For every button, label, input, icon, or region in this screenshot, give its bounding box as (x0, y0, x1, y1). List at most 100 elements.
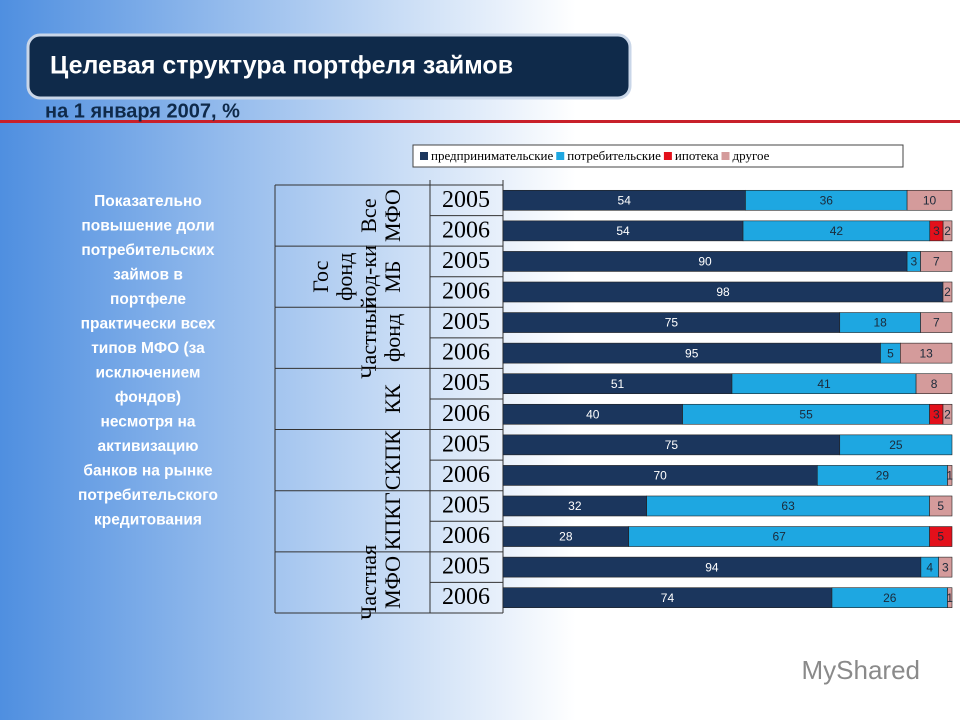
bar-segment (929, 495, 953, 517)
legend-swatch (556, 152, 565, 160)
year-label: 2005 (442, 554, 490, 580)
year-label: 2006 (442, 523, 490, 549)
data-label: 40 (586, 407, 600, 421)
bar-segment (942, 220, 953, 242)
data-label: 8 (931, 377, 938, 391)
legend-swatch (420, 152, 428, 160)
data-label: 94 (705, 560, 719, 574)
legend-swatch (721, 152, 730, 160)
legend-label: предпринимательские (431, 148, 553, 163)
bar-segment (906, 189, 953, 211)
bar-segment (938, 556, 953, 578)
data-label: 18 (873, 316, 887, 330)
data-label: 74 (661, 591, 675, 605)
year-label: 2005 (442, 309, 490, 335)
data-label: 3 (933, 224, 940, 238)
side-text-line: банков на рынке (83, 463, 213, 480)
data-label: 54 (618, 193, 632, 207)
data-label: 1 (946, 591, 953, 605)
data-label: 90 (698, 255, 712, 269)
legend-label: ипотека (675, 148, 719, 163)
year-label: 2006 (442, 584, 490, 610)
year-label: 2006 (442, 462, 490, 488)
data-label: 2 (944, 224, 951, 238)
data-label: 54 (616, 224, 630, 238)
data-label: 25 (889, 438, 903, 452)
side-text: Показательно повышение доли потребительски… (78, 193, 218, 529)
data-label: 98 (716, 285, 730, 299)
year-label: 2006 (442, 340, 490, 366)
data-label: 75 (665, 316, 679, 330)
data-label: 42 (830, 224, 844, 238)
chart: предпринимательские потребительские ипотек… (274, 144, 953, 620)
data-label: 3 (910, 255, 917, 269)
year-label: 2005 (442, 492, 490, 518)
side-text-line: Показательно (94, 193, 202, 210)
side-text-line: фондов) (115, 389, 181, 406)
side-text-line: практически всех (81, 316, 216, 333)
data-label: 41 (817, 377, 831, 391)
bar-segment (929, 526, 953, 547)
group-label: Частныйфонд (356, 297, 405, 379)
side-text-line: кредитования (94, 512, 202, 529)
data-label: 55 (799, 407, 813, 421)
data-label: 28 (559, 530, 573, 544)
bar-segment (839, 434, 953, 456)
data-label: 26 (883, 591, 897, 605)
legend-box (412, 144, 904, 168)
bar-segment (915, 373, 953, 395)
title-banner (26, 33, 632, 100)
data-label: 2 (944, 407, 951, 421)
side-text-line: повышение доли (81, 218, 214, 235)
bar-segment (920, 312, 953, 333)
side-text-line: несмотря на (101, 414, 196, 431)
bar-segment (942, 281, 953, 303)
data-label: 3 (942, 560, 949, 574)
data-label: 10 (923, 193, 937, 207)
bar-segment (947, 465, 953, 486)
data-label: 3 (933, 407, 940, 421)
subtitle: на 1 января 2007, % (45, 100, 240, 122)
data-label: 5 (937, 499, 944, 513)
data-label: 4 (926, 560, 933, 574)
side-text-line: займов в (113, 267, 183, 284)
year-label: 2005 (442, 187, 490, 213)
group-label: КК (380, 384, 405, 414)
side-text-line: исключением (96, 365, 201, 382)
red-rule (0, 120, 960, 123)
data-label: 32 (568, 499, 582, 513)
year-label: 2005 (442, 431, 490, 457)
group-label: Госфондпод-киМБ (308, 245, 405, 308)
side-text-line: потребительского (78, 487, 218, 504)
group-label: СКПК (380, 430, 405, 490)
side-text-line: портфеле (110, 291, 186, 308)
data-label: 13 (919, 346, 933, 360)
side-text-line: типов МФО (за (91, 340, 205, 357)
side-text-line: активизацию (98, 438, 199, 455)
side-text-line: потребительских (81, 242, 215, 259)
group-label: ВсеМФО (356, 189, 405, 242)
group-label: ЧастнаяМФО (356, 545, 405, 620)
data-label: 29 (876, 469, 890, 483)
bar-segment (920, 251, 953, 272)
data-label: 7 (933, 255, 940, 269)
data-label: 51 (611, 377, 625, 391)
data-label: 70 (653, 469, 667, 483)
year-label: 2006 (442, 401, 490, 427)
title: Целевая структура портфеля займов (50, 52, 513, 80)
year-label: 2005 (442, 248, 490, 274)
data-label: 67 (772, 530, 786, 544)
year-label: 2006 (442, 217, 490, 243)
data-label: 5 (887, 346, 894, 360)
data-label: 1 (946, 469, 953, 483)
data-label: 63 (781, 499, 795, 513)
legend-label: потребительские (567, 148, 661, 163)
year-label: 2006 (442, 278, 490, 304)
bar-segment (947, 587, 953, 608)
group-label: КПКГ (380, 492, 405, 550)
year-label: 2005 (442, 370, 490, 396)
data-label: 36 (820, 193, 834, 207)
data-label: 7 (933, 316, 940, 330)
bar-segment (900, 342, 953, 364)
